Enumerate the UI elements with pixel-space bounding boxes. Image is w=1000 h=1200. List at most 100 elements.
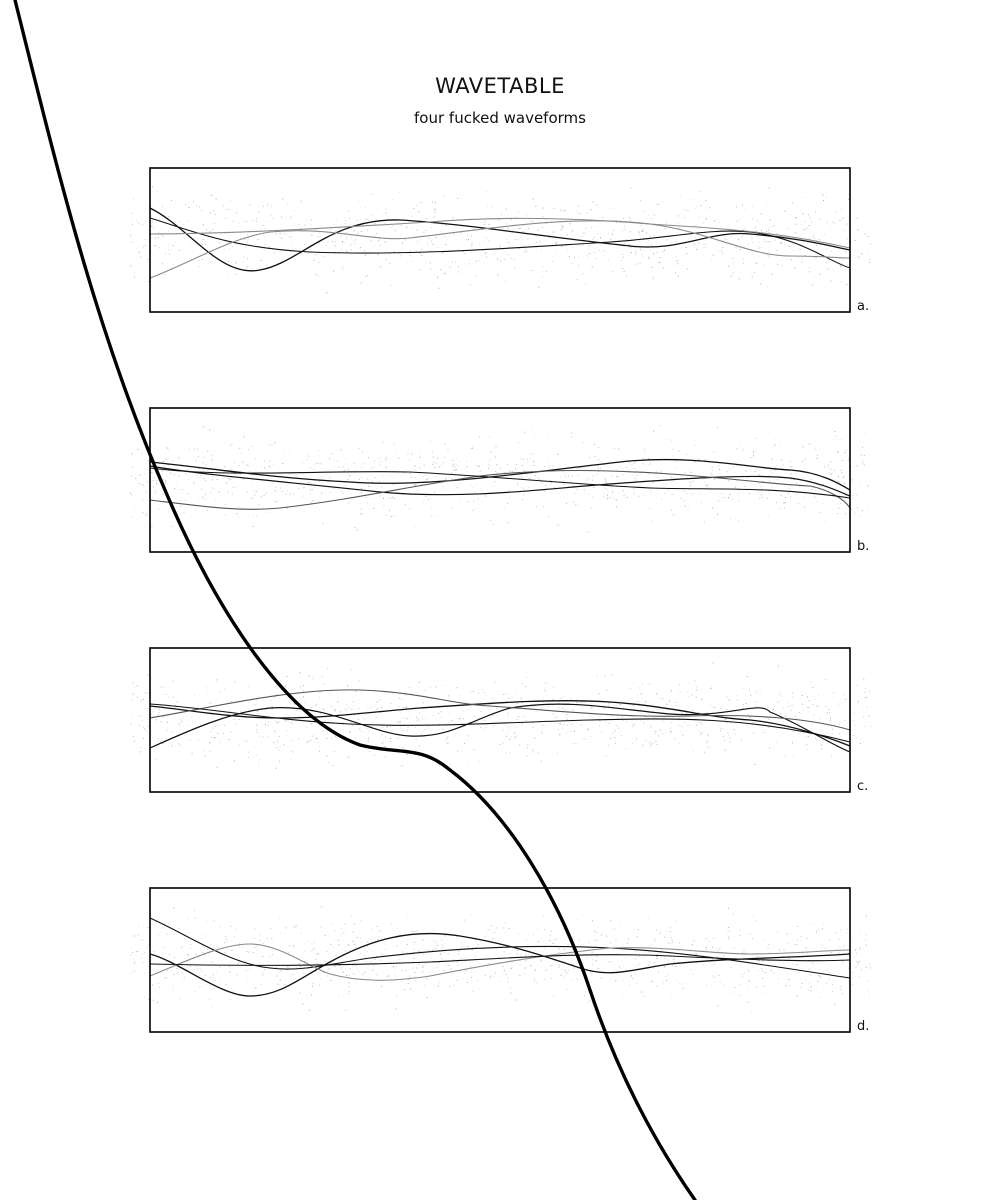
speckle-dot (635, 253, 637, 255)
speckle-dot (607, 498, 609, 500)
speckle-dot (236, 974, 238, 976)
speckle-dot (138, 934, 139, 936)
speckle-dot (407, 913, 409, 915)
speckle-dot (635, 251, 637, 253)
speckle-dot (303, 487, 305, 489)
speckle-dot (281, 491, 283, 493)
speckle-dot (349, 475, 351, 477)
speckle-dot (217, 947, 218, 949)
speckle-dot (313, 258, 315, 260)
speckle-dot (821, 944, 823, 946)
speckle-dot (209, 751, 211, 753)
speckle-dot (699, 730, 701, 732)
speckle-dot (627, 748, 629, 750)
speckle-dot (359, 702, 361, 704)
speckle-dot (545, 239, 547, 241)
speckle-dot (706, 984, 708, 986)
speckle-dot (596, 956, 597, 958)
speckle-dot (468, 263, 470, 265)
speckle-dot (539, 219, 541, 221)
speckle-dot (838, 952, 840, 954)
speckle-dot (815, 737, 817, 739)
speckle-dot (812, 704, 814, 705)
speckle-dot (220, 724, 222, 726)
speckle-dot (471, 245, 473, 246)
speckle-dot (322, 730, 324, 732)
speckle-dot (856, 507, 858, 509)
speckle-dot (790, 466, 792, 467)
speckle-dot (534, 978, 536, 979)
speckle-dot (762, 992, 764, 994)
speckle-dot (438, 466, 440, 468)
speckle-dot (319, 750, 321, 752)
speckle-dot (681, 731, 682, 733)
speckle-dot (247, 751, 249, 753)
speckle-dot (636, 701, 638, 702)
speckle-dot (724, 237, 726, 239)
speckle-dot (629, 217, 630, 219)
speckle-dot (657, 956, 658, 957)
speckle-dot (568, 970, 570, 972)
speckle-dot (358, 201, 360, 203)
speckle-dot (728, 265, 729, 267)
speckle-dot (838, 476, 840, 477)
speckle-dot (625, 275, 627, 277)
speckle-dot (174, 488, 176, 490)
speckle-dot (290, 759, 292, 761)
speckle-dot (520, 697, 522, 699)
speckle-dot (269, 956, 271, 958)
speckle-dot (390, 475, 392, 477)
speckle-dot (845, 251, 847, 253)
speckle-dot (754, 764, 756, 765)
speckle-dot (514, 737, 516, 739)
speckle-dot (582, 244, 584, 246)
speckle-dot (587, 728, 589, 730)
speckle-dot (553, 486, 555, 488)
speckle-dot (705, 946, 707, 948)
speckle-dot (726, 709, 728, 710)
speckle-dot (705, 218, 707, 220)
speckle-dot (449, 266, 451, 268)
speckle-dot (139, 252, 141, 254)
speckle-dot (401, 698, 403, 700)
speckle-dot (319, 692, 321, 693)
speckle-dot (656, 744, 658, 745)
speckle-dot (564, 709, 566, 710)
speckle-dot (348, 986, 350, 988)
speckle-dot (450, 493, 452, 495)
speckle-dot (309, 482, 311, 484)
speckle-dot (738, 445, 740, 447)
speckle-dot (723, 984, 725, 986)
speckle-dot (705, 938, 707, 940)
speckle-dot (252, 725, 254, 727)
speckle-dot (422, 967, 424, 969)
speckle-dot (444, 935, 446, 937)
speckle-dot (200, 475, 202, 477)
speckle-dot (460, 232, 462, 233)
speckle-dot (387, 726, 388, 728)
speckle-dot (669, 244, 671, 246)
speckle-dot (611, 234, 613, 236)
speckle-dot (374, 477, 376, 478)
speckle-dot (254, 494, 256, 496)
speckle-dot (557, 524, 559, 526)
speckle-dot (505, 208, 507, 210)
speckle-dot (650, 493, 652, 495)
speckle-dot (561, 969, 563, 970)
speckle-dot (347, 707, 349, 709)
speckle-dot (147, 944, 149, 946)
speckle-dot (556, 241, 558, 243)
speckle-dot (409, 977, 411, 979)
speckle-dot (362, 463, 364, 465)
speckle-dot (531, 954, 533, 956)
speckle-dot (761, 497, 763, 498)
speckle-dot (591, 226, 593, 228)
speckle-dot (734, 987, 736, 988)
speckle-dot (672, 941, 674, 943)
speckle-dot (381, 986, 383, 988)
speckle-dot (635, 479, 637, 481)
speckle-dot (159, 708, 160, 710)
speckle-dot (771, 225, 773, 227)
speckle-dot (539, 479, 541, 481)
speckle-dot (176, 968, 177, 969)
